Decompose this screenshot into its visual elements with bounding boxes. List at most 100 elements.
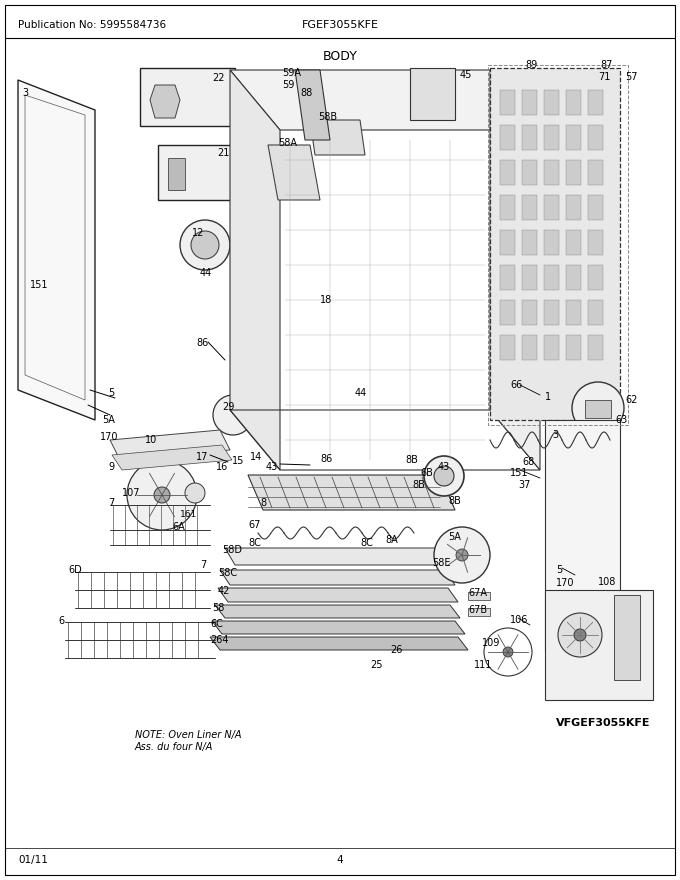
Text: 59A: 59A	[282, 68, 301, 78]
Text: FGEF3055KFE: FGEF3055KFE	[301, 20, 379, 30]
Text: BODY: BODY	[322, 50, 358, 63]
Text: 57: 57	[625, 72, 638, 82]
Bar	[500, 300, 515, 325]
Text: 86: 86	[196, 338, 208, 348]
Polygon shape	[215, 605, 460, 618]
Text: 6B: 6B	[420, 468, 433, 478]
Circle shape	[434, 466, 454, 486]
Text: 01/11: 01/11	[18, 855, 48, 865]
Text: 62: 62	[625, 395, 637, 405]
Bar	[585, 400, 611, 418]
Text: 89: 89	[525, 60, 537, 70]
Text: 42: 42	[218, 586, 231, 596]
Polygon shape	[212, 621, 465, 634]
Text: VFGEF3055KFE: VFGEF3055KFE	[556, 718, 650, 728]
Text: 107: 107	[122, 488, 141, 498]
Text: 15: 15	[232, 456, 244, 466]
Text: 14: 14	[250, 452, 262, 462]
Bar	[588, 125, 603, 150]
Bar	[566, 125, 581, 150]
Text: 151: 151	[30, 280, 48, 290]
Text: 44: 44	[200, 268, 212, 278]
Circle shape	[185, 483, 205, 503]
Text: 26: 26	[390, 645, 403, 655]
Circle shape	[180, 220, 230, 270]
Text: 59: 59	[282, 80, 294, 90]
Circle shape	[424, 456, 464, 496]
Bar	[544, 300, 559, 325]
Text: 5: 5	[556, 565, 562, 575]
Text: 6A: 6A	[172, 522, 185, 532]
Text: 5A: 5A	[102, 415, 115, 425]
Bar	[566, 90, 581, 115]
Circle shape	[456, 549, 468, 561]
Text: 6D: 6D	[68, 565, 82, 575]
Text: 106: 106	[510, 615, 528, 625]
Text: 88: 88	[300, 88, 312, 98]
Polygon shape	[225, 548, 450, 565]
Bar	[588, 335, 603, 360]
Text: 8: 8	[260, 498, 266, 508]
Text: 22: 22	[212, 73, 225, 83]
Polygon shape	[310, 120, 365, 155]
Text: 5: 5	[108, 388, 114, 398]
Circle shape	[191, 231, 219, 259]
Bar	[544, 125, 559, 150]
Bar	[588, 160, 603, 185]
Bar	[522, 265, 537, 290]
Polygon shape	[468, 592, 490, 600]
Polygon shape	[410, 68, 455, 120]
Bar	[522, 90, 537, 115]
Text: 71: 71	[598, 72, 611, 82]
Text: 111: 111	[474, 660, 492, 670]
Polygon shape	[150, 85, 180, 118]
Text: 8C: 8C	[248, 538, 261, 548]
Text: 4: 4	[337, 855, 343, 865]
Text: NOTE: Oven Liner N/A
Ass. du four N/A: NOTE: Oven Liner N/A Ass. du four N/A	[135, 730, 241, 752]
Text: 7: 7	[108, 498, 114, 508]
Text: 63: 63	[615, 415, 627, 425]
Circle shape	[503, 647, 513, 657]
Text: 29: 29	[222, 402, 235, 412]
Bar	[500, 265, 515, 290]
Text: 6C: 6C	[210, 619, 223, 629]
Text: 108: 108	[598, 577, 616, 587]
Bar	[566, 160, 581, 185]
Text: 18: 18	[320, 295, 333, 305]
Bar	[522, 230, 537, 255]
Text: 43: 43	[266, 462, 278, 472]
Text: 8B: 8B	[448, 496, 461, 506]
Text: 58: 58	[212, 603, 224, 613]
Text: 45: 45	[460, 70, 473, 80]
Polygon shape	[210, 637, 468, 650]
Circle shape	[574, 629, 586, 641]
Bar	[566, 265, 581, 290]
Text: 8C: 8C	[360, 538, 373, 548]
Bar	[500, 230, 515, 255]
Text: 58A: 58A	[278, 138, 297, 148]
Text: 16: 16	[216, 462, 228, 472]
Polygon shape	[268, 145, 320, 200]
Text: 37: 37	[518, 480, 530, 490]
Polygon shape	[168, 158, 185, 190]
Bar	[544, 195, 559, 220]
Bar	[522, 160, 537, 185]
Text: 8A: 8A	[385, 535, 398, 545]
Polygon shape	[18, 80, 95, 420]
Bar	[566, 335, 581, 360]
Bar	[140, 68, 235, 126]
Polygon shape	[230, 70, 540, 130]
Bar	[500, 125, 515, 150]
Bar	[588, 300, 603, 325]
Bar	[566, 195, 581, 220]
Text: 67A: 67A	[468, 588, 487, 598]
Text: 25: 25	[370, 660, 382, 670]
Circle shape	[572, 382, 624, 434]
Text: 10: 10	[145, 435, 157, 445]
Text: 43: 43	[438, 462, 450, 472]
Text: 68: 68	[522, 457, 534, 467]
Text: 9: 9	[108, 462, 114, 472]
Circle shape	[213, 395, 253, 435]
Text: 7: 7	[200, 560, 206, 570]
Polygon shape	[468, 608, 490, 616]
